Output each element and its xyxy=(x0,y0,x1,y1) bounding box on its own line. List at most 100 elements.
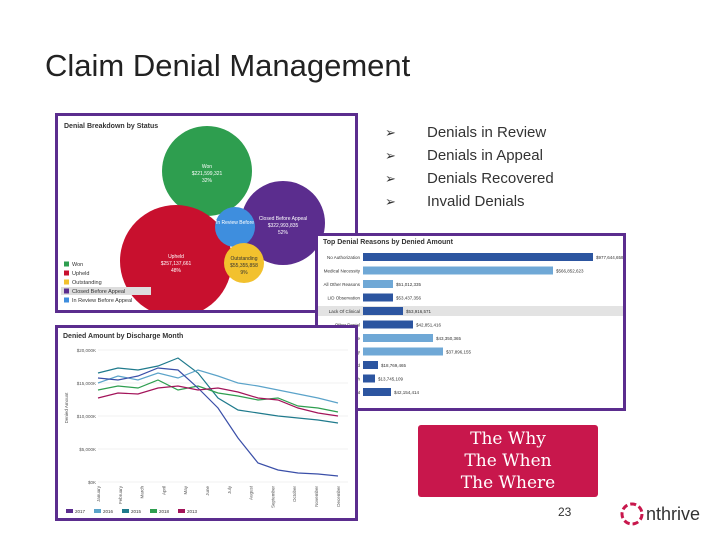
bullet-text: Denials in Review xyxy=(427,124,547,141)
bullet-arrow: ➢ xyxy=(385,124,396,140)
bullet-text: Denials in Appeal xyxy=(427,147,543,164)
legend-label: Closed Before Appeal xyxy=(72,289,125,295)
bubble-amount: $55,355,858 xyxy=(230,263,258,269)
bubble-amount: $322,993,835 xyxy=(268,223,299,229)
x-tick-label: February xyxy=(118,485,123,504)
legend-swatch xyxy=(64,288,69,294)
legend-swatch xyxy=(94,509,101,513)
legend-label: Won xyxy=(72,262,83,268)
bubble xyxy=(215,207,255,247)
callout: The Why The When The Where xyxy=(418,425,598,497)
bubble-chart: Denial Breakdown by Status Won$221,599,3… xyxy=(61,123,325,317)
legend-highlight xyxy=(61,287,151,295)
bar xyxy=(363,320,413,329)
bullet-text: Invalid Denials xyxy=(427,193,525,210)
bar-value: $53,437,356 xyxy=(396,296,422,301)
line-panel: Denied Amount by Discharge Month Denied … xyxy=(55,325,358,521)
x-tick-label: August xyxy=(249,485,254,500)
bullet-arrow: ➢ xyxy=(385,170,396,186)
x-tick-label: November xyxy=(314,486,319,507)
bubble-label: Closed Before Appeal xyxy=(259,216,307,222)
bubble-share: 52% xyxy=(278,230,289,236)
panel-title: Denial Breakdown by Status xyxy=(64,123,158,130)
y-tick-label: $10,000K xyxy=(77,414,96,419)
bar xyxy=(363,307,403,315)
line xyxy=(97,357,339,424)
line xyxy=(97,385,339,417)
bar-value: $37,896,155 xyxy=(446,350,472,355)
bubble-label: In Review Before xyxy=(216,220,254,226)
legend-label: 2018 xyxy=(159,509,170,514)
panel-title: Top Denial Reasons by Denied Amount xyxy=(323,239,454,246)
legend-label: In Review Before Appeal xyxy=(72,298,132,304)
legend-swatch xyxy=(150,509,157,513)
bar xyxy=(363,388,391,396)
bubble xyxy=(224,243,264,283)
x-tick-label: September xyxy=(270,486,275,509)
line xyxy=(97,379,339,413)
bar-value: $13,745,109 xyxy=(378,377,404,382)
bar-label: Medical Necessity xyxy=(324,269,361,274)
bar-value: $42,154,414 xyxy=(394,390,420,395)
legend-swatch xyxy=(178,509,185,513)
y-tick-label: $0K xyxy=(88,480,96,485)
bullet-arrow: ➢ xyxy=(385,147,396,163)
x-tick-label: December xyxy=(336,486,341,507)
bar-value: $42,851,416 xyxy=(416,323,442,328)
legend-swatch xyxy=(122,509,129,513)
legend-swatch xyxy=(64,297,69,303)
bubble-label: Outstanding xyxy=(231,256,258,262)
bar-label: LID Observation xyxy=(327,296,360,301)
x-tick-label: June xyxy=(205,486,210,496)
bar xyxy=(363,280,393,288)
bullet: ➢ Denials in Review xyxy=(385,121,554,144)
bubble-panel: Denial Breakdown by Status Won $221,599,3… xyxy=(55,113,358,317)
legend-swatch xyxy=(66,509,73,513)
bar xyxy=(363,253,593,261)
bar-panel: Top Denial Reasons by Denied Amount No A… xyxy=(315,233,626,411)
panel-title: Denied Amount by Discharge Month xyxy=(63,333,183,340)
callout-line: The Where xyxy=(460,473,556,493)
bullet: ➢ Denials Recovered xyxy=(385,167,554,190)
callout-line: The Why xyxy=(470,429,546,449)
logo: nthrive xyxy=(620,502,700,526)
bubble-share: 48% xyxy=(171,268,182,274)
bar-label: No Authorization xyxy=(327,255,361,260)
y-tick-label: $5,000K xyxy=(79,447,96,452)
page-number: 23 xyxy=(558,505,572,519)
bullet-arrow: ➢ xyxy=(385,193,396,209)
bubble-label: Upheld xyxy=(168,254,184,260)
bullet-text: Denials Recovered xyxy=(427,170,554,187)
callout-line: The When xyxy=(464,451,552,471)
legend-swatch xyxy=(64,270,69,276)
legend-label: 2016 xyxy=(103,509,114,514)
slide-title: Claim Denial Management xyxy=(45,48,411,83)
bullet: ➢ Denials in Appeal xyxy=(385,144,554,167)
legend-swatch xyxy=(64,261,69,267)
bar-value: $43,350,365 xyxy=(436,336,462,341)
legend-label: 2017 xyxy=(75,509,86,514)
x-tick-label: May xyxy=(183,485,188,494)
bubble xyxy=(162,126,252,216)
legend-swatch xyxy=(64,279,69,285)
legend-label: 2015 xyxy=(131,509,142,514)
bar-chart: Top Denial Reasons by Denied Amount No A… xyxy=(318,239,624,396)
y-tick-label: $15,000K xyxy=(77,381,96,386)
bubble-label: Won xyxy=(202,164,212,170)
x-tick-label: January xyxy=(96,485,101,502)
bar xyxy=(363,334,433,342)
bar xyxy=(363,361,378,369)
line xyxy=(97,369,339,404)
bar-label: Lack Of Clinical xyxy=(329,309,360,314)
x-tick-label: April xyxy=(161,486,166,495)
bar-value: $977,644,658 xyxy=(596,255,623,260)
line-chart: Denied Amount by Discharge Month Denied … xyxy=(63,333,348,514)
bullet-list: ➢ Denials in Review ➢ Denials in Appeal ➢ Den… xyxy=(385,121,554,213)
bubble-amount: $221,599,321 xyxy=(192,171,223,177)
y-axis-title: Denied Amount xyxy=(64,392,69,424)
bubble-share: 32% xyxy=(202,178,213,184)
line xyxy=(97,367,339,477)
bar-value: $51,012,335 xyxy=(396,282,422,287)
x-tick-label: March xyxy=(140,486,145,499)
